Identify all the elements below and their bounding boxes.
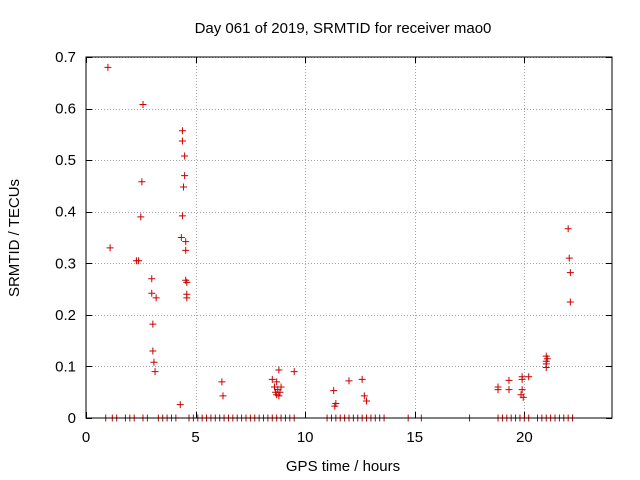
y-tick-label: 0.6 xyxy=(55,101,76,118)
data-point xyxy=(566,269,574,277)
data-point xyxy=(152,294,160,302)
data-point xyxy=(183,294,191,302)
y-tick-label: 0.2 xyxy=(55,307,76,324)
data-point xyxy=(519,393,527,401)
x-tick-label: 15 xyxy=(406,429,423,446)
data-point xyxy=(268,375,276,383)
data-point xyxy=(137,213,145,221)
data-point xyxy=(565,254,573,262)
plot-frame xyxy=(85,56,613,419)
data-point xyxy=(525,373,533,381)
data-point xyxy=(182,246,190,254)
data-point xyxy=(363,397,371,405)
data-point xyxy=(138,178,146,186)
data-point xyxy=(331,402,339,410)
data-point xyxy=(150,358,158,366)
data-point xyxy=(275,366,283,374)
data-point xyxy=(148,275,156,283)
data-point xyxy=(564,225,572,233)
data-point xyxy=(518,375,526,383)
data-point xyxy=(542,363,550,371)
data-point xyxy=(178,127,186,135)
data-point xyxy=(180,183,188,191)
data-point xyxy=(178,212,186,220)
data-point xyxy=(290,368,298,376)
x-tick-label: 5 xyxy=(191,429,199,446)
data-point xyxy=(505,376,513,384)
data-point xyxy=(358,375,366,383)
data-point xyxy=(106,244,114,252)
data-point xyxy=(494,386,502,394)
x-tick-label: 20 xyxy=(516,429,533,446)
data-point xyxy=(178,137,186,145)
data-point xyxy=(181,172,189,180)
chart-title: Day 061 of 2019, SRMTID for receiver mao… xyxy=(195,20,492,37)
data-point xyxy=(182,238,190,246)
data-point xyxy=(219,392,227,400)
y-tick-label: 0.5 xyxy=(55,152,76,169)
data-point xyxy=(181,152,189,160)
y-tick-label: 0.1 xyxy=(55,358,76,375)
y-tick-label: 0.4 xyxy=(55,204,76,221)
data-point xyxy=(277,383,285,391)
data-point xyxy=(151,368,159,376)
x-axis-label: GPS time / hours xyxy=(286,458,400,475)
data-point xyxy=(518,386,526,394)
data-point xyxy=(183,278,191,286)
data-point xyxy=(176,401,184,409)
data-point xyxy=(149,320,157,328)
y-tick-label: 0.7 xyxy=(55,49,76,66)
data-point xyxy=(132,257,140,265)
data-point xyxy=(139,100,147,108)
data-point xyxy=(177,234,185,241)
y-tick-label: 0.3 xyxy=(55,255,76,272)
tick-layer: 0 5 10 15 20 0 0.1 0.2 0.3 0.4 0.5 0.6 0.7 xyxy=(55,49,612,446)
data-point xyxy=(505,386,513,394)
x-tick-label: 0 xyxy=(82,429,90,446)
data-point xyxy=(330,387,338,395)
data-point xyxy=(218,378,226,386)
data-point xyxy=(104,63,112,71)
data-point xyxy=(273,378,281,386)
data-point xyxy=(276,388,284,396)
data-point xyxy=(148,289,156,297)
data-point xyxy=(275,392,283,400)
data-point xyxy=(360,392,368,400)
data-point xyxy=(345,377,353,385)
x-tick-label: 10 xyxy=(297,429,314,446)
data-point xyxy=(566,298,574,306)
y-axis-label: SRMTID / TECUs xyxy=(6,179,23,297)
data-point xyxy=(149,347,157,355)
y-tick-label: 0 xyxy=(68,410,76,427)
